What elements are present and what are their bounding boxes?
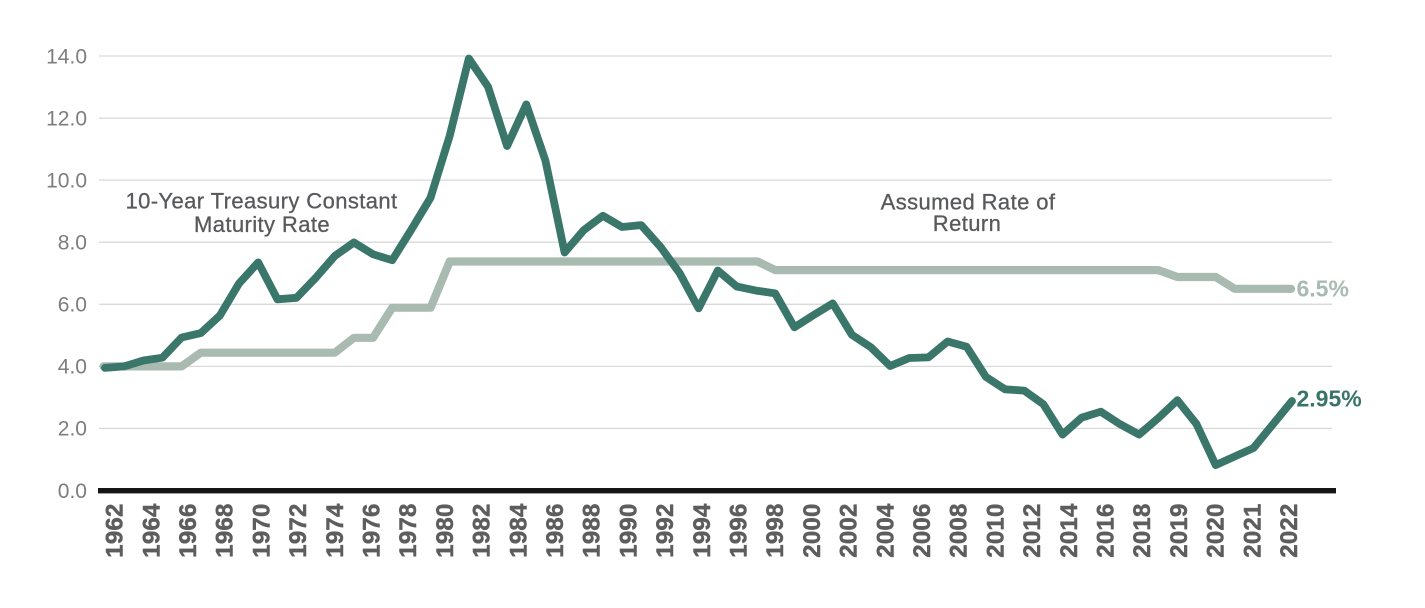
svg-text:8.0: 8.0: [58, 232, 87, 255]
svg-text:4.0: 4.0: [58, 356, 87, 379]
svg-text:1994: 1994: [689, 503, 716, 558]
svg-text:2008: 2008: [946, 504, 973, 558]
svg-text:1972: 1972: [285, 504, 312, 558]
svg-text:1980: 1980: [432, 504, 459, 558]
svg-text:6.0: 6.0: [58, 294, 87, 317]
svg-text:14.0: 14.0: [46, 45, 87, 68]
svg-text:1990: 1990: [615, 504, 642, 558]
svg-text:1970: 1970: [248, 504, 275, 558]
svg-text:2018: 2018: [1129, 504, 1156, 558]
svg-text:1982: 1982: [469, 504, 496, 558]
svg-text:1996: 1996: [726, 504, 753, 558]
svg-text:12.0: 12.0: [46, 107, 87, 130]
svg-text:1974: 1974: [322, 503, 349, 558]
svg-text:2002: 2002: [836, 504, 863, 558]
svg-text:2006: 2006: [909, 504, 936, 558]
svg-text:1962: 1962: [102, 504, 129, 558]
svg-text:2004: 2004: [872, 503, 899, 558]
svg-text:1976: 1976: [359, 504, 386, 558]
svg-text:1998: 1998: [762, 504, 789, 558]
svg-text:2020: 2020: [1203, 504, 1230, 558]
svg-text:10.0: 10.0: [46, 169, 87, 192]
svg-text:2012: 2012: [1019, 504, 1046, 558]
svg-text:2016: 2016: [1093, 504, 1120, 558]
svg-text:Assumed Rate of: Assumed Rate of: [881, 190, 1056, 215]
svg-text:Maturity Rate: Maturity Rate: [194, 212, 330, 237]
svg-text:2021: 2021: [1239, 504, 1266, 558]
svg-text:1978: 1978: [395, 504, 422, 558]
svg-text:2.0: 2.0: [58, 418, 87, 441]
svg-text:1984: 1984: [505, 503, 532, 558]
svg-text:2.95%: 2.95%: [1297, 385, 1362, 411]
svg-text:2014: 2014: [1056, 503, 1083, 558]
svg-text:1966: 1966: [175, 504, 202, 558]
svg-text:1968: 1968: [212, 504, 239, 558]
svg-text:Return: Return: [933, 211, 1001, 236]
svg-text:2022: 2022: [1276, 504, 1303, 558]
svg-text:10-Year Treasury Constant: 10-Year Treasury Constant: [125, 189, 397, 214]
svg-text:1992: 1992: [652, 504, 679, 558]
svg-text:6.5%: 6.5%: [1297, 276, 1349, 302]
svg-text:1986: 1986: [542, 504, 569, 558]
svg-text:2019: 2019: [1166, 504, 1193, 558]
svg-text:2010: 2010: [982, 504, 1009, 558]
svg-text:2000: 2000: [799, 504, 826, 558]
svg-text:0.0: 0.0: [58, 480, 87, 503]
svg-text:1964: 1964: [138, 503, 165, 558]
svg-text:1988: 1988: [579, 504, 606, 558]
